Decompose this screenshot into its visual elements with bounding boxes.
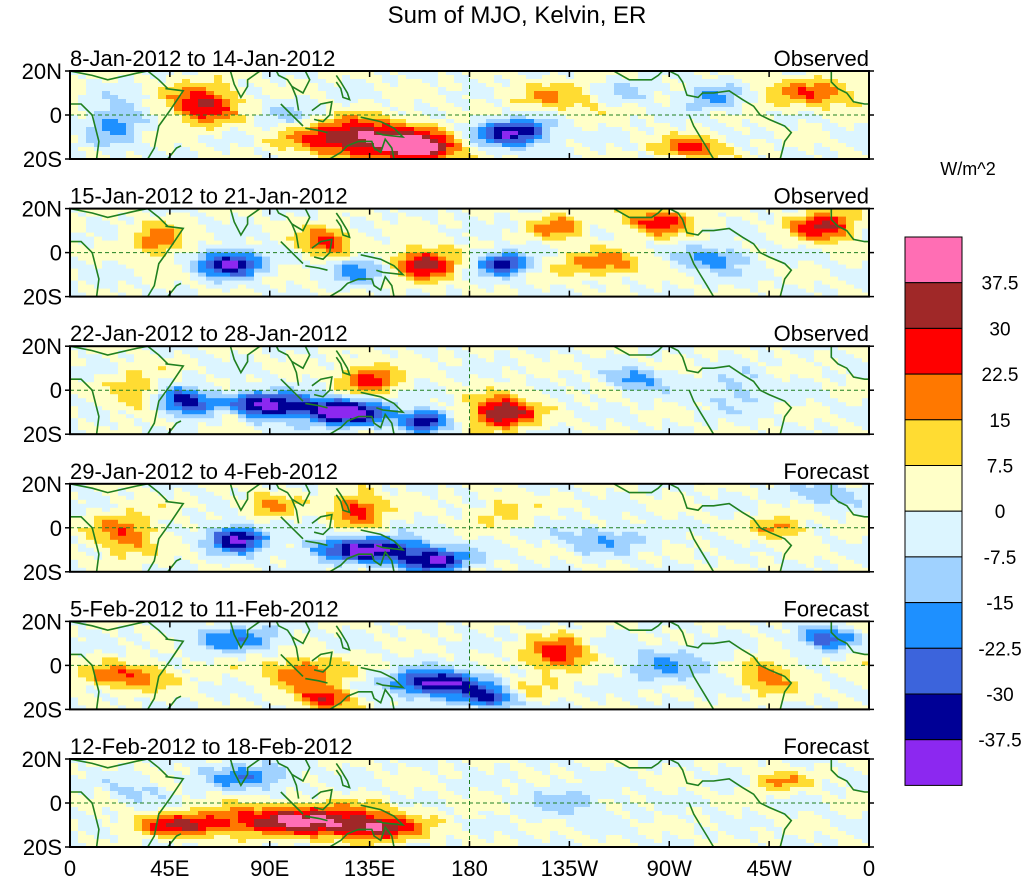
panel-date-label: 15-Jan-2012 to 21-Jan-2012 bbox=[70, 184, 348, 209]
panel-4: 20N 0 20S 29-Jan-2012 to 4-Feb-2012 Forecast bbox=[22, 459, 874, 585]
y-tick-label: 0 bbox=[50, 241, 62, 266]
panel-status-label: Forecast bbox=[783, 734, 869, 759]
panel-6: 20N 0 20S 12-Feb-2012 to 18-Feb-2012 Forecas… bbox=[22, 734, 874, 860]
coastlines bbox=[70, 71, 869, 159]
y-tick-label: 0 bbox=[50, 653, 62, 678]
colorbar-swatch bbox=[904, 419, 963, 466]
panel-date-label: 12-Feb-2012 to 18-Feb-2012 bbox=[70, 734, 353, 759]
colorbar-swatch bbox=[904, 556, 963, 604]
colorbar-level-label: 22.5 bbox=[982, 365, 1019, 386]
x-tick-label: 90W bbox=[647, 856, 692, 881]
y-tick-label: 20S bbox=[23, 285, 62, 310]
panel-status-label: Observed bbox=[774, 321, 869, 346]
colorbar-level-label: 0 bbox=[995, 502, 1006, 523]
x-tick-label: 135E bbox=[344, 856, 395, 881]
panel-date-label: 29-Jan-2012 to 4-Feb-2012 bbox=[70, 459, 338, 484]
y-tick-label: 0 bbox=[50, 791, 62, 816]
y-tick-label: 0 bbox=[50, 103, 62, 128]
y-tick-label: 20N bbox=[22, 334, 62, 359]
colorbar-swatch bbox=[904, 465, 963, 512]
x-axis-labels: 0 45E 90E 135E 180 135W 90W 45W 0 bbox=[64, 856, 875, 881]
colorbar-level-label: 30 bbox=[989, 319, 1010, 340]
panel-5: 20N 0 20S 5-Feb-2012 to 11-Feb-2012 Forecast bbox=[22, 596, 874, 722]
colorbar-swatch bbox=[904, 327, 963, 375]
colorbar-level-label: -22.5 bbox=[978, 639, 1021, 660]
y-tick-label: 20N bbox=[22, 747, 62, 772]
colorbar-swatch bbox=[904, 693, 963, 741]
y-tick-label: 20N bbox=[22, 472, 62, 497]
x-tick-label: 45W bbox=[747, 856, 792, 881]
colorbar-swatch bbox=[904, 602, 963, 649]
panel-1: 20N 0 20S 8-Jan-2012 to 14-Jan-2012 Observed bbox=[22, 46, 874, 172]
x-tick-label: 180 bbox=[451, 856, 488, 881]
panel-status-label: Observed bbox=[774, 46, 869, 71]
colorbar-level-label: 37.5 bbox=[982, 274, 1019, 295]
colorbar-swatch bbox=[904, 739, 963, 786]
coastlines bbox=[70, 346, 869, 435]
x-tick-label: 45E bbox=[150, 856, 189, 881]
x-tick-label: 0 bbox=[863, 856, 875, 881]
colorbar-swatch bbox=[904, 510, 963, 558]
panel-status-label: Forecast bbox=[783, 596, 869, 621]
colorbar-level-label: -15 bbox=[986, 594, 1013, 615]
colorbar-level-label: 15 bbox=[989, 411, 1010, 432]
y-tick-label: 20N bbox=[22, 59, 62, 84]
panel-status-label: Forecast bbox=[783, 459, 869, 484]
colorbar-swatch bbox=[904, 236, 963, 284]
y-tick-label: 0 bbox=[50, 378, 62, 403]
panel-status-label: Observed bbox=[774, 184, 869, 209]
heatmap-field bbox=[70, 621, 869, 710]
panel-date-label: 5-Feb-2012 to 11-Feb-2012 bbox=[70, 596, 339, 621]
x-tick-label: 135W bbox=[541, 856, 599, 881]
y-tick-label: 0 bbox=[50, 516, 62, 541]
colorbar-level-label: 7.5 bbox=[987, 457, 1013, 478]
coastlines bbox=[70, 621, 869, 710]
y-tick-label: 20S bbox=[23, 422, 62, 447]
y-tick-label: 20S bbox=[23, 560, 62, 585]
heatmap-field bbox=[70, 483, 869, 572]
panel-3: 20N 0 20S 22-Jan-2012 to 28-Jan-2012 Observe… bbox=[22, 321, 874, 447]
y-tick-label: 20N bbox=[22, 609, 62, 634]
x-tick-label: 0 bbox=[64, 856, 76, 881]
coastlines bbox=[70, 759, 869, 847]
heatmap-field bbox=[70, 346, 869, 435]
heatmap-field bbox=[70, 208, 869, 297]
colorbar-swatch bbox=[904, 373, 963, 421]
colorbar: 37.5 30 22.5 15 7.5 0 -7.5 -15 -22.5 -30 -37.5 bbox=[904, 236, 1022, 786]
panel-date-label: 22-Jan-2012 to 28-Jan-2012 bbox=[70, 321, 348, 346]
colorbar-level-label: -37.5 bbox=[978, 731, 1021, 752]
panel-2: 20N 0 20S 15-Jan-2012 to 21-Jan-2012 Observe… bbox=[22, 184, 874, 310]
chart-title: Sum of MJO, Kelvin, ER bbox=[388, 2, 647, 29]
y-tick-label: 20S bbox=[23, 835, 62, 860]
heatmap-field bbox=[70, 71, 869, 159]
colorbar-swatch bbox=[904, 647, 963, 695]
colorbar-level-label: -7.5 bbox=[984, 548, 1017, 569]
coastlines bbox=[70, 483, 869, 572]
colorbar-swatch bbox=[904, 282, 963, 329]
x-tick-label: 90E bbox=[250, 856, 289, 881]
y-tick-label: 20S bbox=[23, 697, 62, 722]
colorbar-level-label: -30 bbox=[986, 685, 1013, 706]
panel-date-label: 8-Jan-2012 to 14-Jan-2012 bbox=[70, 46, 335, 71]
colorbar-units-label: W/m^2 bbox=[940, 159, 995, 179]
y-tick-label: 20S bbox=[23, 147, 62, 172]
y-tick-label: 20N bbox=[22, 197, 62, 222]
